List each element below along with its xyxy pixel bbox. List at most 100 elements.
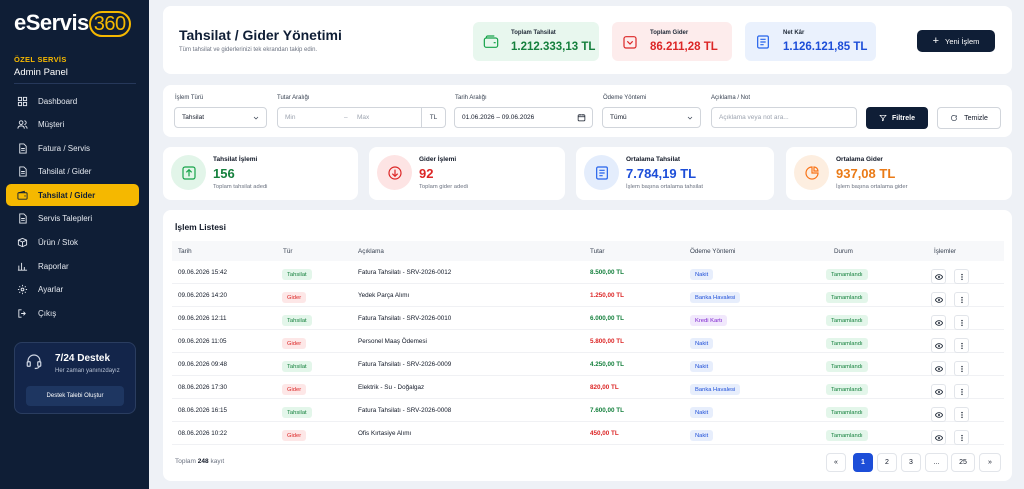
amount-range-input[interactable]: Min – Max TL <box>277 107 446 128</box>
date-range-input[interactable]: 01.06.2026 – 09.06.2026 <box>454 107 593 128</box>
min-amount-input[interactable]: Min <box>285 114 296 121</box>
payment-filter-label: Ödeme Yöntemi <box>603 95 647 101</box>
more-button[interactable] <box>954 407 969 422</box>
column-header-status[interactable]: Durum <box>834 248 853 255</box>
sidebar-item-raporlar[interactable]: Raporlar <box>6 255 139 277</box>
eye-icon <box>934 365 943 372</box>
more-button[interactable] <box>954 430 969 445</box>
create-support-ticket-button[interactable]: Destek Talebi Oluştur <box>26 386 124 406</box>
table-row[interactable]: 08.06.2026 16:15 Tahsilat Fatura Tahsilatı… <box>172 399 1004 422</box>
column-header-amount[interactable]: Tutar <box>590 248 605 255</box>
filter-button[interactable]: Filtrele <box>866 107 928 129</box>
dashboard-icon <box>16 95 28 107</box>
table-row[interactable]: 09.06.2026 11:05 Gider Personel Maaş Ödeme… <box>172 330 1004 353</box>
table-row[interactable]: 09.06.2026 14:20 Gider Yedek Parça Alımı 1.… <box>172 284 1004 307</box>
more-button[interactable] <box>954 338 969 353</box>
view-button[interactable] <box>931 338 946 353</box>
row-date: 08.06.2026 16:15 <box>178 407 228 414</box>
pagination-prev[interactable]: « <box>826 453 846 472</box>
column-header-type[interactable]: Tür <box>283 248 293 255</box>
kpi-label: Tahsilat İşlemi <box>213 156 258 163</box>
new-transaction-button[interactable]: + Yeni İşlem <box>917 30 995 52</box>
eye-icon <box>934 388 943 395</box>
row-amount: 820,00 TL <box>590 384 619 391</box>
kpi-value: 92 <box>419 166 434 181</box>
payment-method-badge: Kredi Kartı <box>690 315 728 326</box>
kpi-value: 937,08 TL <box>836 166 896 181</box>
more-vertical-icon <box>960 388 963 395</box>
max-amount-input[interactable]: Max <box>357 114 370 121</box>
clear-button[interactable]: Temizle <box>937 107 1001 129</box>
sidebar-item-cikis[interactable]: Çıkış <box>6 302 139 324</box>
headset-icon <box>25 352 43 370</box>
payment-method-select[interactable]: Tümü <box>602 107 701 128</box>
view-button[interactable] <box>931 407 946 422</box>
table-row[interactable]: 09.06.2026 15:42 Tahsilat Fatura Tahsilatı… <box>172 261 1004 284</box>
view-button[interactable] <box>931 384 946 399</box>
pagination-page-3[interactable]: 3 <box>901 453 921 472</box>
record-count: Toplam 248 kayıt <box>175 458 224 465</box>
logo[interactable]: eServis 360 <box>14 10 131 37</box>
row-amount: 7.600,00 TL <box>590 407 624 414</box>
kpi-value: 7.784,19 TL <box>626 166 697 181</box>
view-button[interactable] <box>931 430 946 445</box>
table-row[interactable]: 09.06.2026 09:48 Tahsilat Fatura Tahsilatı… <box>172 353 1004 376</box>
currency-unit: TL <box>421 108 445 127</box>
column-header-date[interactable]: Tarih <box>178 248 192 255</box>
more-button[interactable] <box>954 292 969 307</box>
row-date: 08.06.2026 10:22 <box>178 430 228 437</box>
pagination-next[interactable]: » <box>979 453 1001 472</box>
more-button[interactable] <box>954 361 969 376</box>
status-badge: Tamamlandı <box>826 361 868 372</box>
pagination-page-2[interactable]: 2 <box>877 453 897 472</box>
type-select-value: Tahsilat <box>182 114 205 121</box>
sidebar-item-tahsilat-gider[interactable]: Tahsilat / Gider <box>6 184 139 207</box>
avg-income-card: Ortalama Tahsilat 7.784,19 TL İşlem başı… <box>576 147 774 200</box>
more-button[interactable] <box>954 315 969 330</box>
table-row[interactable]: 08.06.2026 17:30 Gider Elektrik - Su - Doğ… <box>172 376 1004 399</box>
users-icon <box>16 119 28 131</box>
sidebar-item-dashboard[interactable]: Dashboard <box>6 90 139 112</box>
row-date: 09.06.2026 09:48 <box>178 361 228 368</box>
pagination-page-25[interactable]: 25 <box>951 453 975 472</box>
type-badge: Gider <box>282 384 307 395</box>
column-header-actions: İşlemler <box>934 248 957 255</box>
more-vertical-icon <box>960 273 963 280</box>
income-count-card: Tahsilat İşlemi 156 Toplam tahsilat aded… <box>163 147 358 200</box>
status-badge: Tamamlandı <box>826 384 868 395</box>
sidebar-item-musteri[interactable]: Müşteri <box>6 114 139 136</box>
support-card: 7/24 Destek Her zaman yanınızdayız Deste… <box>14 342 136 414</box>
calendar-icon[interactable] <box>577 113 586 122</box>
type-select[interactable]: Tahsilat <box>174 107 267 128</box>
view-button[interactable] <box>931 269 946 284</box>
row-amount: 5.800,00 TL <box>590 338 624 345</box>
sidebar-item-urun-stok[interactable]: Ürün / Stok <box>6 232 139 254</box>
view-button[interactable] <box>931 361 946 376</box>
sidebar-item-label: Müşteri <box>38 120 65 130</box>
record-count-prefix: Toplam <box>175 458 196 465</box>
kpi-desc: Toplam tahsilat adedi <box>213 184 268 190</box>
table-row[interactable]: 08.06.2026 10:22 Gider Ofis Kırtasiye Alım… <box>172 422 1004 445</box>
sidebar-item-fatura-servis[interactable]: Fatura / Servis <box>6 137 139 159</box>
column-header-description[interactable]: Açıklama <box>358 248 384 255</box>
sidebar-item-tahsilat-gider-1[interactable]: Tahsilat / Gider <box>6 161 139 183</box>
view-button[interactable] <box>931 315 946 330</box>
more-button[interactable] <box>954 269 969 284</box>
page-subtitle: Tüm tahsilat ve giderlerinizi tek ekrand… <box>179 47 318 53</box>
more-button[interactable] <box>954 384 969 399</box>
row-amount: 8.500,00 TL <box>590 269 624 276</box>
row-date: 09.06.2026 11:05 <box>178 338 227 345</box>
description-search-input[interactable]: Açıklama veya not ara... <box>711 107 857 128</box>
document-icon <box>16 142 28 154</box>
sidebar-item-servis-talepleri[interactable]: Servis Talepleri <box>6 208 139 230</box>
record-count-suffix: kayıt <box>210 458 225 465</box>
view-button[interactable] <box>931 292 946 307</box>
stat-label: Toplam Gider <box>650 30 689 36</box>
kpi-label: Ortalama Gider <box>836 156 883 163</box>
plus-icon: + <box>932 35 940 47</box>
table-row[interactable]: 09.06.2026 12:11 Tahsilat Fatura Tahsilatı… <box>172 307 1004 330</box>
pagination-page-1[interactable]: 1 <box>853 453 873 472</box>
sidebar-item-ayarlar[interactable]: Ayarlar <box>6 279 139 301</box>
column-header-payment[interactable]: Ödeme Yöntemi <box>690 248 736 255</box>
record-count-value: 248 <box>197 458 209 465</box>
